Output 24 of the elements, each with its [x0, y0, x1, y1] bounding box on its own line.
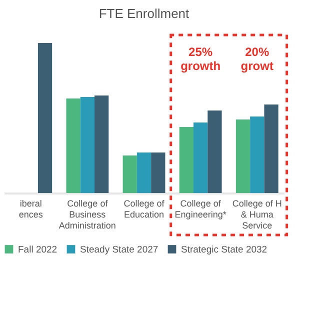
x-tick-label: College of Business Administration — [58, 198, 116, 230]
bar — [66, 98, 80, 193]
bar — [193, 122, 208, 193]
bar — [250, 116, 264, 193]
legend-label: Fall 2022 — [18, 244, 58, 256]
annotation: 20% growt — [240, 45, 274, 73]
legend-label: Steady State 2027 — [80, 244, 158, 256]
bar — [94, 96, 109, 193]
bar — [80, 97, 95, 193]
bar — [264, 104, 278, 193]
x-tick-label: College of Engineering* — [174, 198, 227, 220]
x-tick-label: College of Education — [124, 198, 165, 220]
annotation: 25% growth — [180, 45, 221, 73]
chart-title: FTE Enrollment — [98, 6, 190, 22]
legend-label: Strategic State 2032 — [181, 244, 268, 256]
x-tick-label: College of H & Huma Service — [232, 198, 282, 230]
bar — [122, 156, 137, 193]
bar — [208, 110, 222, 193]
bar — [38, 43, 52, 193]
bar — [179, 127, 194, 193]
x-tick-label: iberal ences — [18, 198, 44, 220]
bar — [136, 152, 152, 193]
bar — [236, 120, 250, 193]
bar — [151, 152, 166, 193]
